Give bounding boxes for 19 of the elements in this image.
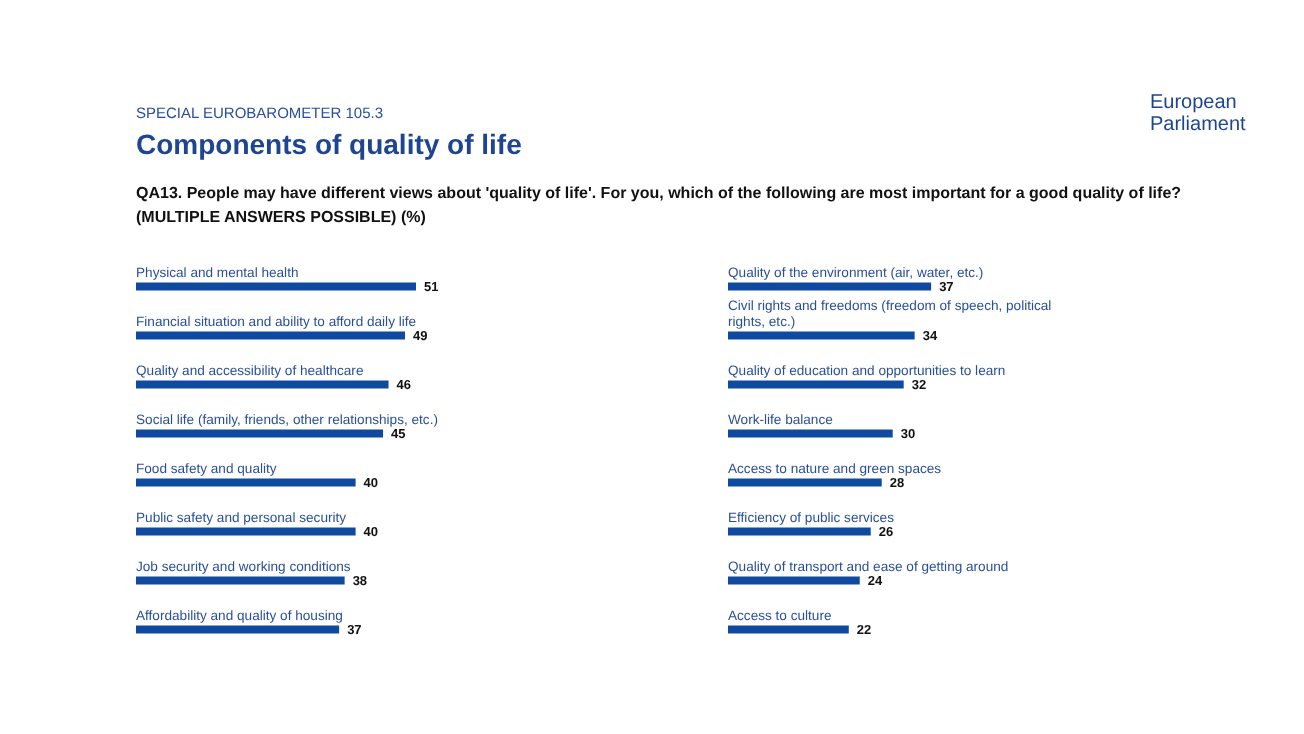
- text: QA13. People may have different views about 'quality of life'. For you, which of the following are most important for a good quality of life? (MULTIPLE ANSWERS POSSIBLE) (%): [136, 182, 1184, 230]
- bar: [728, 380, 904, 389]
- bar: [728, 331, 915, 340]
- chart-title: Components of quality of life: [136, 128, 522, 160]
- bar: [136, 625, 340, 634]
- bar: [136, 380, 389, 389]
- bar: [728, 478, 882, 487]
- bar: [136, 478, 356, 487]
- bar: [136, 527, 356, 536]
- bar: [728, 527, 871, 536]
- bar: [136, 331, 406, 340]
- text: European Parliament: [1150, 92, 1248, 136]
- bar: [728, 625, 849, 634]
- bar: [136, 576, 345, 585]
- bar: [136, 429, 384, 438]
- bar: [728, 282, 932, 291]
- bar: [728, 429, 893, 438]
- bar: [136, 282, 416, 291]
- bar: [728, 576, 860, 585]
